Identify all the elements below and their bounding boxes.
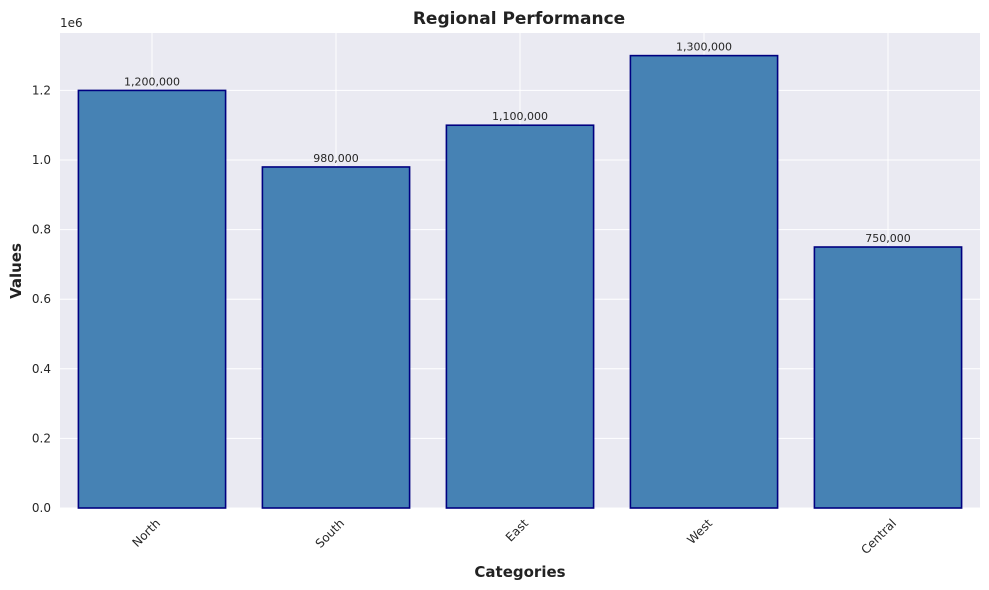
y-tick-label: 0.8 [32, 223, 51, 237]
y-axis-label: Values [7, 243, 25, 299]
bar-south [261, 166, 411, 509]
data-label-north: 1,200,000 [124, 75, 180, 88]
x-tick-label-south: South [313, 516, 348, 551]
x-tick-label-central: Central [858, 516, 899, 557]
data-label-east: 1,100,000 [492, 110, 548, 123]
x-tick-labels: North South East West Central [129, 516, 899, 557]
data-label-south: 980,000 [313, 152, 359, 165]
bar-central [813, 246, 963, 509]
data-label-west: 1,300,000 [676, 41, 732, 54]
bar-north [77, 89, 227, 509]
data-labels: 1,200,000 980,000 1,100,000 1,300,000 750,00… [124, 41, 911, 245]
bars [77, 54, 963, 509]
x-tick-label-east: East [503, 516, 531, 544]
y-tick-label: 0.0 [32, 501, 51, 515]
x-axis-label: Categories [474, 563, 565, 581]
bar-east [445, 124, 595, 509]
y-tick-label: 0.2 [32, 431, 51, 445]
x-tick-label-north: North [129, 516, 163, 550]
y-tick-label: 0.4 [32, 362, 51, 376]
y-axis-offset-label: 1e6 [60, 16, 83, 30]
data-label-central: 750,000 [865, 232, 911, 245]
y-tick-labels: 0.0 0.2 0.4 0.6 0.8 1.0 1.2 [32, 83, 51, 515]
y-tick-label: 0.6 [32, 292, 51, 306]
x-tick-label-west: West [684, 516, 715, 547]
chart-title: Regional Performance [413, 9, 625, 29]
y-tick-label: 1.2 [32, 83, 51, 97]
bar-west [629, 54, 779, 509]
y-tick-label: 1.0 [32, 153, 51, 167]
